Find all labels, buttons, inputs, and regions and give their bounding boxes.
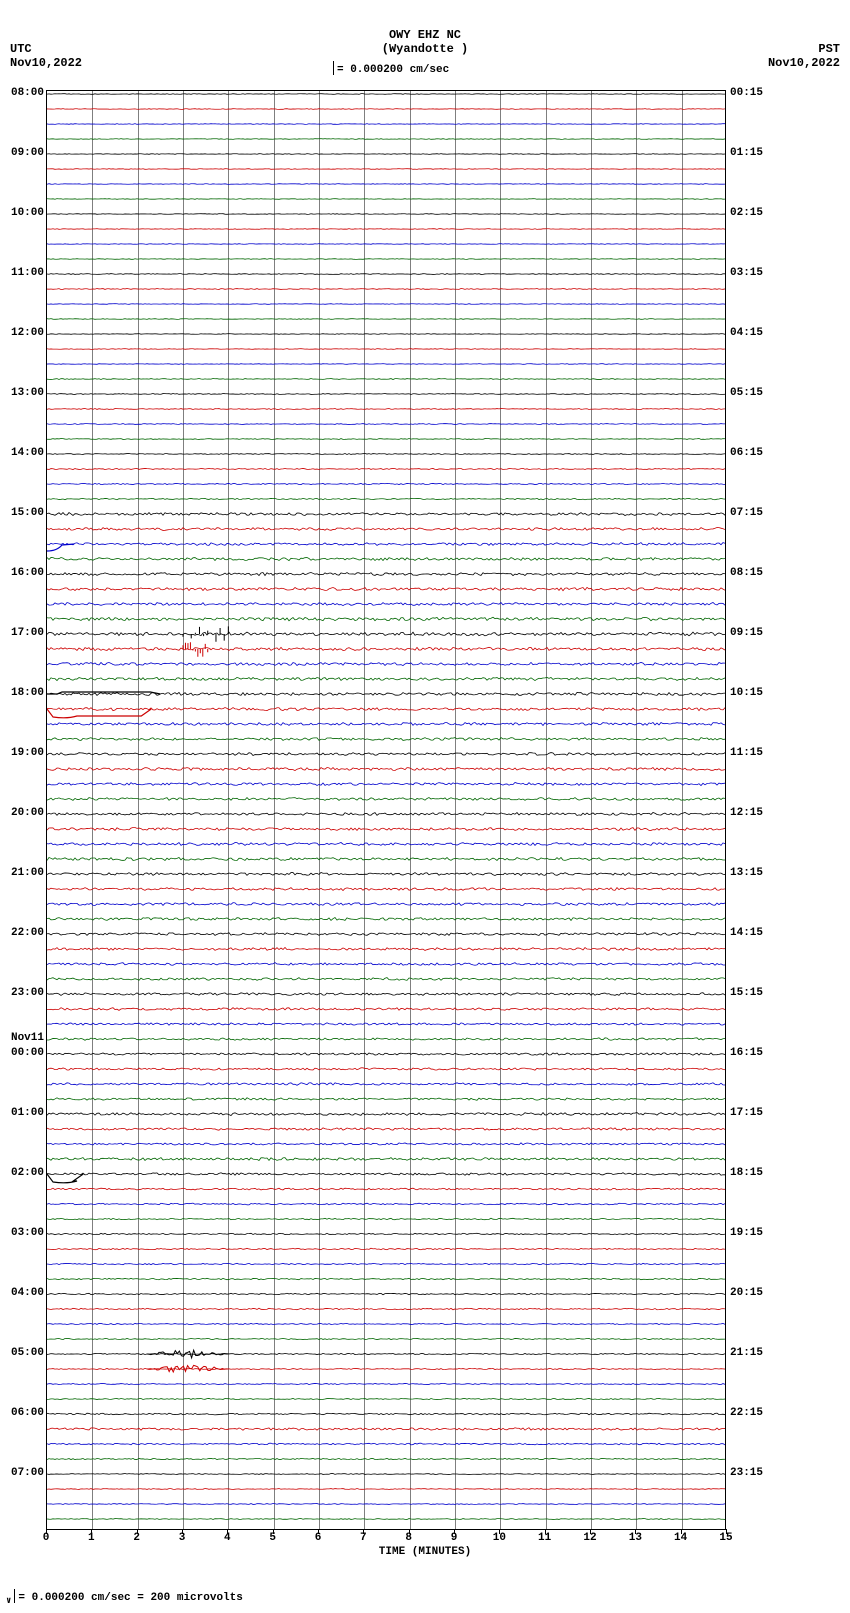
pst-time-label: 12:15 <box>730 807 763 819</box>
utc-time-label: 10:00 <box>11 207 44 219</box>
seismic-trace <box>47 1504 725 1534</box>
pst-time-label: 06:15 <box>730 447 763 459</box>
utc-time-label: 21:00 <box>11 867 44 879</box>
x-tick-label: 0 <box>43 1532 50 1544</box>
pst-time-label: 00:15 <box>730 87 763 99</box>
x-tick-label: 5 <box>269 1532 276 1544</box>
pst-time-label: 09:15 <box>730 627 763 639</box>
pst-time-label: 20:15 <box>730 1287 763 1299</box>
pst-time-label: 23:15 <box>730 1467 763 1479</box>
utc-time-label: 02:00 <box>11 1167 44 1179</box>
utc-time-label: 01:00 <box>11 1107 44 1119</box>
pst-time-label: 15:15 <box>730 987 763 999</box>
x-tick-label: 10 <box>493 1532 506 1544</box>
date-left: Nov10,2022 <box>10 56 82 70</box>
utc-time-label: 06:00 <box>11 1407 44 1419</box>
utc-time-label: 17:00 <box>11 627 44 639</box>
date-right: Nov10,2022 <box>768 56 840 70</box>
x-axis-label: TIME (MINUTES) <box>0 1546 850 1558</box>
utc-time-label: 20:00 <box>11 807 44 819</box>
x-tick-label: 4 <box>224 1532 231 1544</box>
utc-time-label: 07:00 <box>11 1467 44 1479</box>
utc-time-label: 18:00 <box>11 687 44 699</box>
pst-time-label: 13:15 <box>730 867 763 879</box>
pst-time-label: 02:15 <box>730 207 763 219</box>
x-tick-label: 7 <box>360 1532 367 1544</box>
x-tick-label: 9 <box>451 1532 458 1544</box>
utc-time-label: 05:00 <box>11 1347 44 1359</box>
utc-time-label: 12:00 <box>11 327 44 339</box>
seismogram-container: OWY EHZ NC (Wyandotte ) = 0.000200 cm/se… <box>0 0 850 1613</box>
x-tick-label: 11 <box>538 1532 551 1544</box>
x-tick-label: 2 <box>133 1532 140 1544</box>
utc-time-label: 22:00 <box>11 927 44 939</box>
pst-time-label: 03:15 <box>730 267 763 279</box>
x-tick-label: 3 <box>179 1532 186 1544</box>
utc-time-label: 23:00 <box>11 987 44 999</box>
x-tick-label: 8 <box>405 1532 412 1544</box>
x-tick-label: 14 <box>674 1532 687 1544</box>
footer-scale: ∨= 0.000200 cm/sec = 200 microvolts <box>6 1590 243 1606</box>
utc-time-label: 11:00 <box>11 267 44 279</box>
pst-time-label: 04:15 <box>730 327 763 339</box>
pst-time-label: 05:15 <box>730 387 763 399</box>
pst-time-label: 16:15 <box>730 1047 763 1059</box>
utc-time-label: 19:00 <box>11 747 44 759</box>
pst-time-label: 14:15 <box>730 927 763 939</box>
footer-scale-text: = 0.000200 cm/sec = 200 microvolts <box>18 1592 242 1604</box>
x-tick-label: 1 <box>88 1532 95 1544</box>
x-tick-label: 12 <box>583 1532 596 1544</box>
scale-label: = 0.000200 cm/sec <box>337 64 449 76</box>
x-tick-label: 6 <box>315 1532 322 1544</box>
utc-time-label: 04:00 <box>11 1287 44 1299</box>
pst-time-label: 19:15 <box>730 1227 763 1239</box>
station-code: OWY EHZ NC <box>0 28 850 42</box>
utc-time-label: 09:00 <box>11 147 44 159</box>
tz-right: PST <box>818 42 840 56</box>
utc-time-label: Nov11 <box>11 1032 44 1044</box>
pst-time-label: 21:15 <box>730 1347 763 1359</box>
pst-time-label: 07:15 <box>730 507 763 519</box>
pst-time-label: 01:15 <box>730 147 763 159</box>
station-name: (Wyandotte ) <box>0 42 850 56</box>
x-tick-label: 13 <box>629 1532 642 1544</box>
pst-time-label: 18:15 <box>730 1167 763 1179</box>
utc-time-label: 08:00 <box>11 87 44 99</box>
seismogram-plot <box>46 90 726 1530</box>
pst-time-label: 10:15 <box>730 687 763 699</box>
utc-time-label: 15:00 <box>11 507 44 519</box>
pst-time-label: 11:15 <box>730 747 763 759</box>
utc-time-label: 13:00 <box>11 387 44 399</box>
pst-time-label: 22:15 <box>730 1407 763 1419</box>
pst-time-label: 17:15 <box>730 1107 763 1119</box>
scale-indicator: = 0.000200 cm/sec <box>330 62 449 76</box>
utc-time-label: 03:00 <box>11 1227 44 1239</box>
x-tick-label: 15 <box>719 1532 732 1544</box>
utc-time-label: 16:00 <box>11 567 44 579</box>
tz-left: UTC <box>10 42 32 56</box>
utc-time-label: 00:00 <box>11 1047 44 1059</box>
pst-time-label: 08:15 <box>730 567 763 579</box>
utc-time-label: 14:00 <box>11 447 44 459</box>
